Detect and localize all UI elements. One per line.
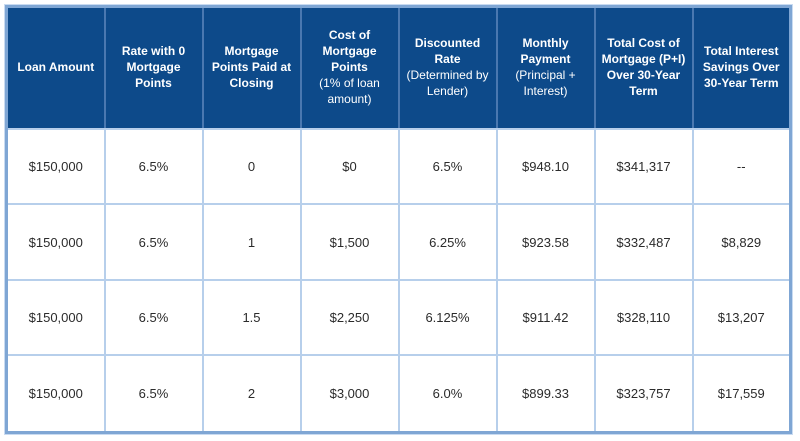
mortgage-points-table-container: Loan Amount Rate with 0 Mortgage Points Mo… — [4, 4, 793, 435]
table-cell: $150,000 — [5, 203, 106, 281]
table-cell: -- — [691, 127, 792, 206]
table-cell: $0 — [299, 127, 400, 206]
column-header-title: Discounted Rate — [414, 36, 481, 67]
table-cell: $150,000 — [5, 127, 106, 206]
table-cell: $911.42 — [495, 278, 596, 357]
column-header-title: Cost of Mortgage Points — [322, 28, 377, 75]
column-header: Total Cost of Mortgage (P+I) Over 30-Yea… — [593, 6, 694, 130]
table-cell: 6.5% — [103, 278, 204, 357]
column-header: Total Interest Savings Over 30-Year Term — [691, 6, 791, 130]
column-header-title: Loan Amount — [17, 60, 95, 75]
column-header-subtitle: (Determined by Lender) — [406, 68, 489, 98]
table-cell: $1,500 — [299, 203, 400, 281]
column-header: Monthly Payment (Principal + Interest) — [495, 6, 596, 130]
column-header-title: Monthly Payment — [520, 36, 571, 67]
table-cell: $923.58 — [495, 203, 596, 281]
column-header-subtitle: (1% of loan amount) — [319, 75, 380, 106]
table-cell: $3,000 — [299, 354, 400, 434]
table-row: $150,000 6.5% 2 $3,000 6.0% $899.33 $323,757 $1… — [5, 354, 792, 434]
table-cell: $8,829 — [691, 203, 792, 281]
column-header-title: Mortgage Points Paid at Closing — [211, 44, 292, 90]
table-cell: 6.0% — [397, 354, 498, 434]
table-cell: 6.5% — [103, 354, 204, 434]
table-cell: 6.5% — [103, 127, 204, 206]
table-cell: 1.5 — [201, 278, 302, 357]
column-header: Mortgage Points Paid at Closing — [201, 6, 302, 130]
table-cell: $899.33 — [495, 354, 596, 434]
table-cell: 6.25% — [397, 203, 498, 281]
table-cell: 0 — [201, 127, 302, 206]
table-row: $150,000 6.5% 1.5 $2,250 6.125% $911.42 $328,1… — [5, 278, 792, 357]
table-cell: 6.5% — [103, 203, 204, 281]
column-header: Discounted Rate (Determined by Lender) — [397, 6, 498, 130]
table-header: Loan Amount Rate with 0 Mortgage Points Mo… — [6, 6, 791, 130]
table-cell: 6.125% — [397, 278, 498, 357]
table-cell: $2,250 — [299, 278, 400, 357]
column-header-title: Total Cost of Mortgage (P+I) Over 30-Yea… — [601, 36, 686, 98]
table-cell: $150,000 — [5, 354, 106, 434]
column-header: Rate with 0 Mortgage Points — [103, 6, 204, 130]
table-row: $150,000 6.5% 1 $1,500 6.25% $923.58 $332,487 $… — [5, 203, 792, 281]
column-header: Loan Amount — [6, 6, 106, 130]
table-cell: $948.10 — [495, 127, 596, 206]
table-cell: $332,487 — [593, 203, 694, 281]
header-row: Loan Amount Rate with 0 Mortgage Points Mo… — [6, 6, 791, 130]
table-row: $150,000 6.5% 0 $0 6.5% $948.10 $341,317 -- — [5, 127, 792, 206]
column-header-subtitle: (Principal + Interest) — [515, 68, 576, 98]
table-cell: $341,317 — [593, 127, 694, 206]
table-cell: $17,559 — [691, 354, 792, 434]
table-cell: $323,757 — [593, 354, 694, 434]
table-cell: 1 — [201, 203, 302, 281]
table-cell: 6.5% — [397, 127, 498, 206]
table-cell: $150,000 — [5, 278, 106, 357]
column-header-title: Total Interest Savings Over 30-Year Term — [702, 44, 780, 90]
table-body: $150,000 6.5% 0 $0 6.5% $948.10 $341,317 -- $150… — [5, 127, 792, 434]
table-cell: 2 — [201, 354, 302, 434]
table-cell: $328,110 — [593, 278, 694, 357]
table-cell: $13,207 — [691, 278, 792, 357]
mortgage-points-table: Loan Amount Rate with 0 Mortgage Points Mo… — [4, 4, 793, 435]
column-header: Cost of Mortgage Points (1% of loan amoun… — [299, 6, 400, 130]
column-header-title: Rate with 0 Mortgage Points — [121, 44, 186, 90]
